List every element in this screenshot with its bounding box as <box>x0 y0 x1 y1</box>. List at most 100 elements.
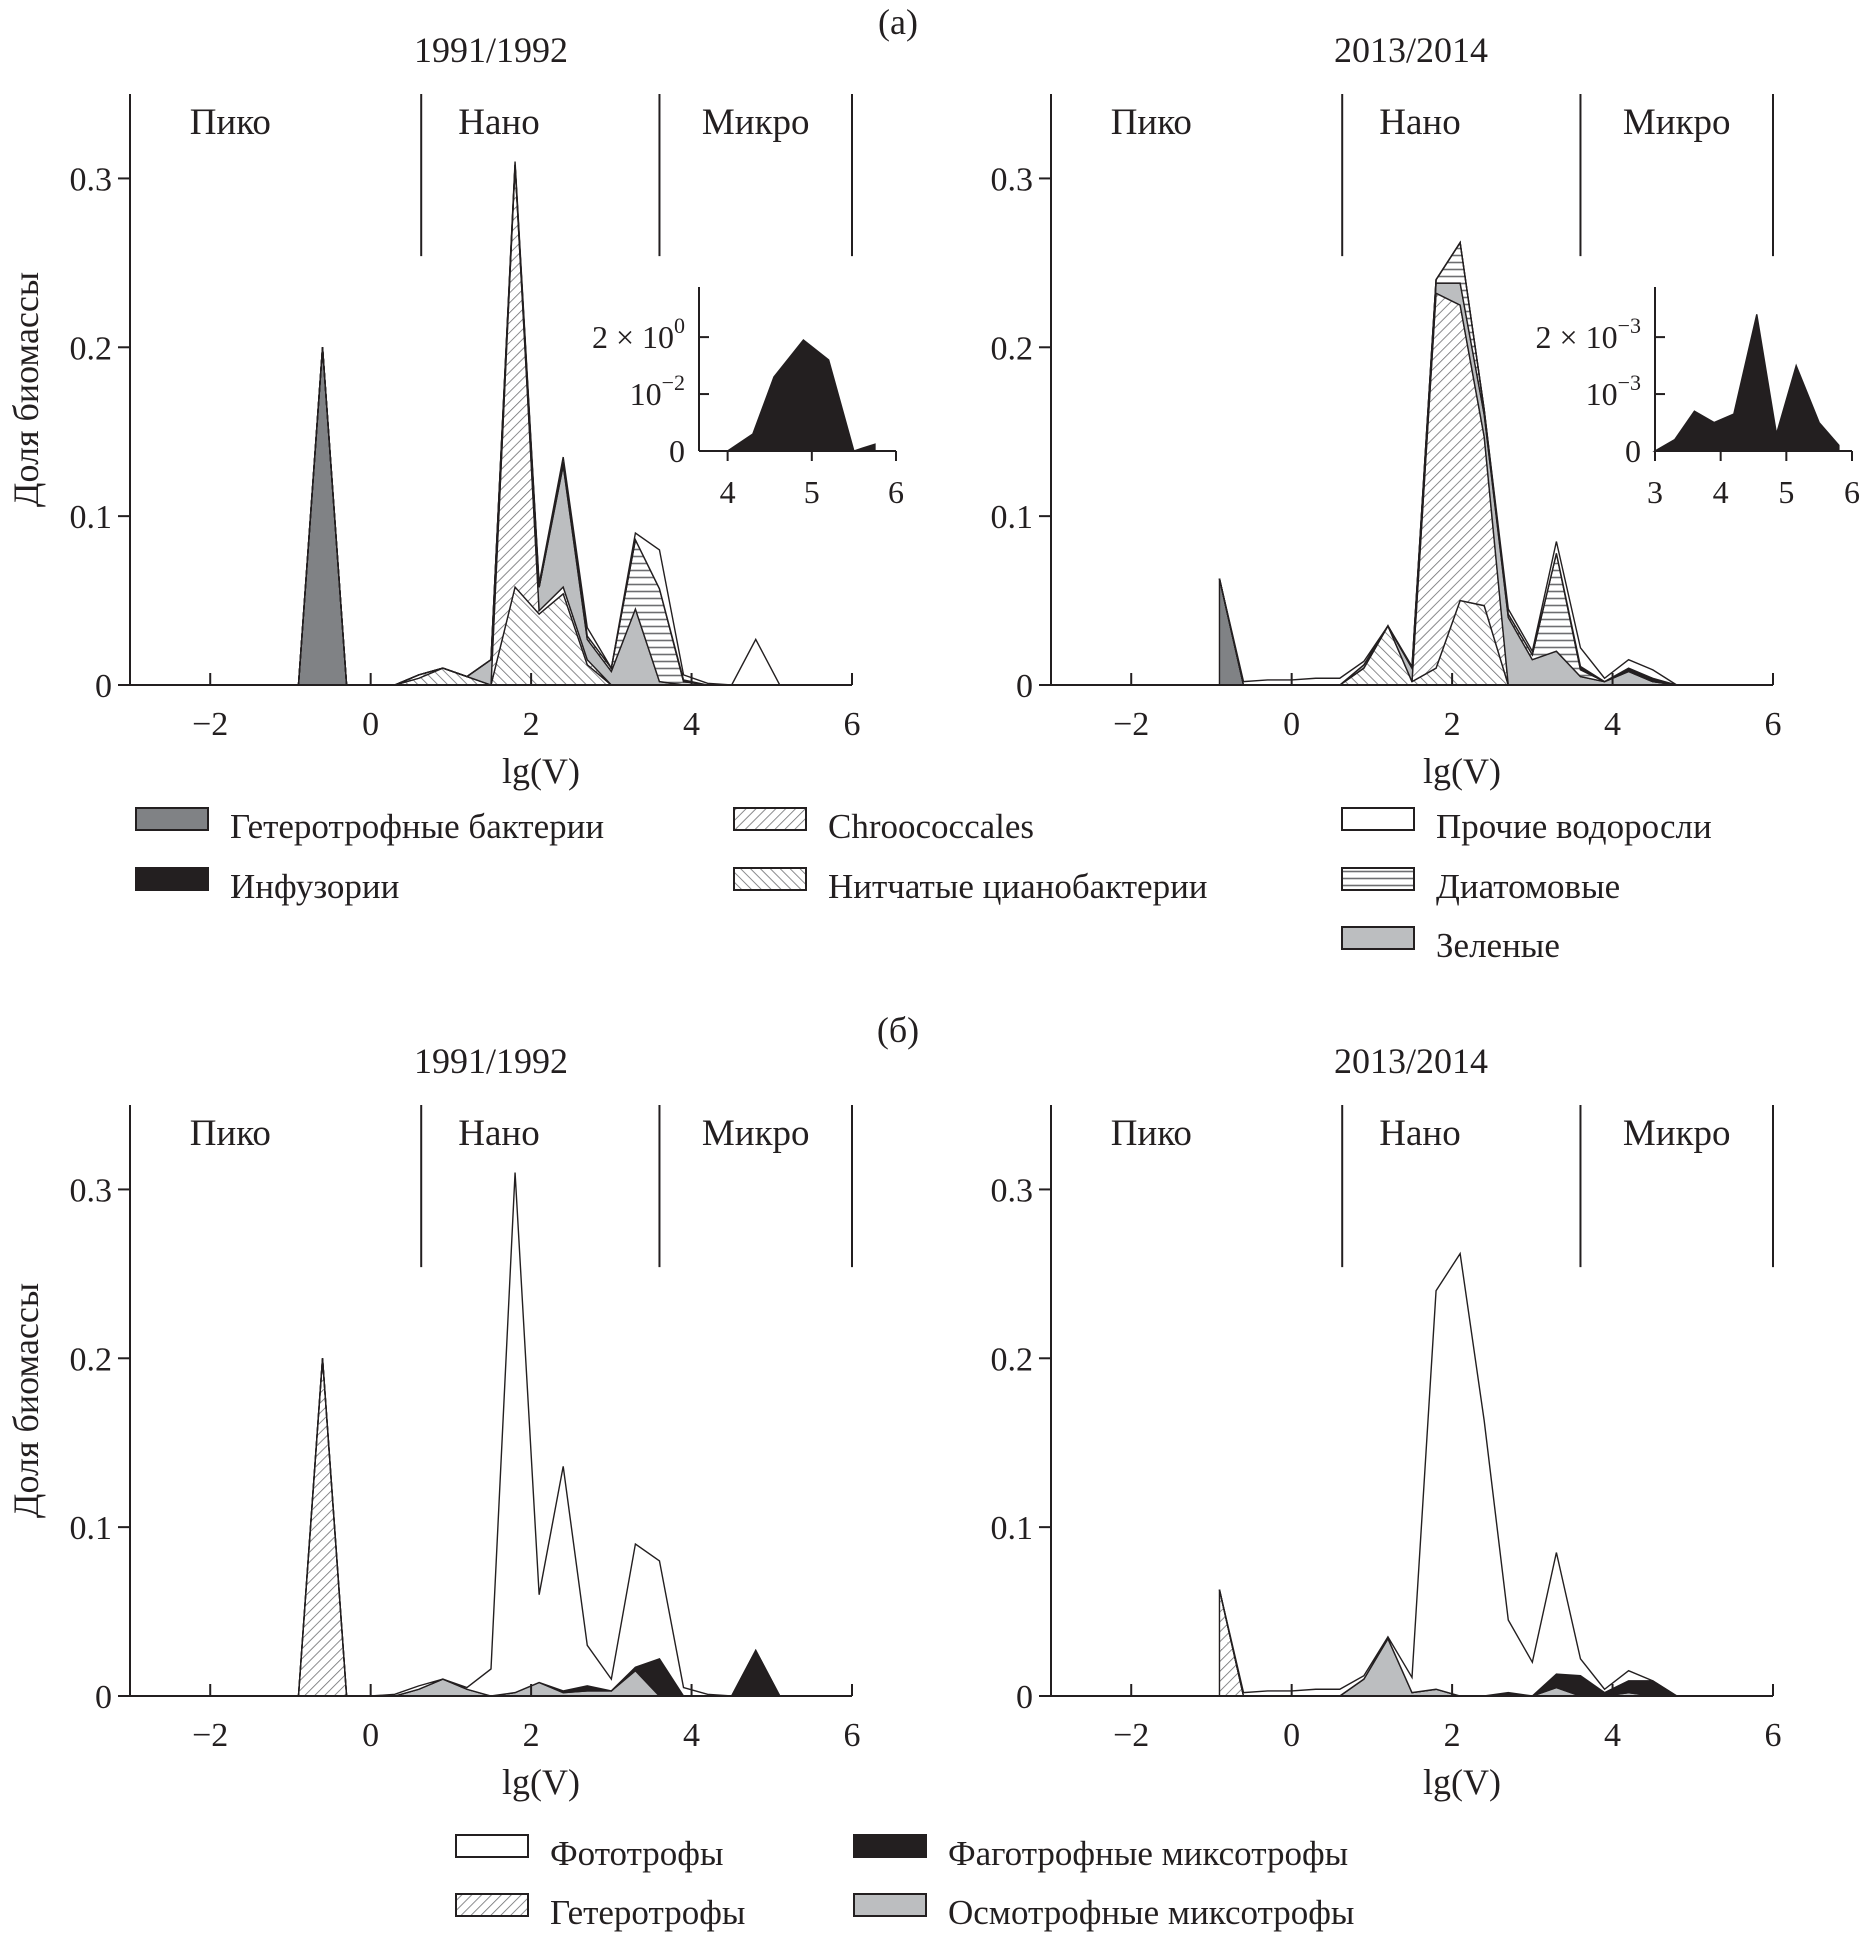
x-tick-label: 2 <box>523 706 540 743</box>
legend-label: Осмотрофные миксотрофы <box>948 1893 1354 1932</box>
legend-swatch <box>135 867 209 891</box>
inset-area-инфузории <box>1652 314 1840 452</box>
y-tick-label: 0 <box>95 668 112 705</box>
region-label: Пико <box>190 1113 271 1154</box>
x-tick-label: 4 <box>683 706 700 743</box>
legend-item-chroococcales: Chroococcales <box>733 807 1034 846</box>
x-axis-label: lg(V) <box>502 1762 580 1802</box>
y-tick-label: 0.3 <box>70 161 113 198</box>
legend-label: Фаготрофные миксотрофы <box>948 1834 1348 1873</box>
legend-b: Фототрофы Гетеротрофы Фаготрофные миксотро… <box>455 1834 1354 1932</box>
inset-x-tick-label: 4 <box>720 474 736 510</box>
area-фототрофы <box>297 1172 781 1697</box>
inset-x-tick-label: 6 <box>888 474 904 510</box>
legend-swatch <box>1341 926 1415 950</box>
legend-label: Гетеротрофные бактерии <box>230 807 604 846</box>
legend-label: Прочие водоросли <box>1436 807 1712 846</box>
x-tick-label: 6 <box>844 706 861 743</box>
inset-y-tick-label: 2 × 10−3 <box>1536 313 1641 355</box>
y-tick-label: 0 <box>95 1679 112 1716</box>
y-tick-label: 0.3 <box>991 1172 1034 1209</box>
x-tick-label: 6 <box>1765 706 1782 743</box>
legend-label: Фототрофы <box>550 1834 723 1873</box>
panel-b-label: (б) <box>877 1010 919 1050</box>
legend-item-гетеротрофные-бактерии: Гетеротрофные бактерии <box>135 807 604 846</box>
region-label: Микро <box>702 1113 810 1154</box>
region-label: Микро <box>1623 1113 1731 1154</box>
y-tick-label: 0.2 <box>991 1341 1034 1378</box>
y-tick-label: 0.3 <box>70 1172 113 1209</box>
y-tick-label: 0.1 <box>70 499 113 536</box>
legend-label: Нитчатые цианобактерии <box>828 867 1208 906</box>
region-label: Нано <box>1379 1113 1460 1154</box>
inset-y-tick-base: 10 <box>630 376 662 412</box>
legend-item-фототрофы: Фототрофы <box>455 1834 723 1873</box>
x-axis-label: lg(V) <box>1423 751 1501 791</box>
area-фототрофы <box>1218 1251 1701 1697</box>
inset-y-tick-label: 0 <box>1625 433 1641 469</box>
legend-label: Зеленые <box>1436 926 1560 965</box>
chart-panel: 2013/2014 −2 0 2 4 6 0 0.1 0.2 0.3 Пико Нано Микро lg… <box>991 30 1861 791</box>
y-tick-label: 0.1 <box>70 1510 113 1547</box>
y-tick-label: 0 <box>1016 668 1033 705</box>
y-tick-label: 0.3 <box>991 161 1034 198</box>
region-label: Микро <box>702 102 810 143</box>
inset-x-tick-label: 3 <box>1647 474 1663 510</box>
legend-item-прочие-водоросли: Прочие водоросли <box>1341 807 1712 846</box>
x-tick-label: 2 <box>1444 1717 1461 1754</box>
legend-swatch <box>455 1834 529 1858</box>
chart-title: 2013/2014 <box>1334 1041 1488 1081</box>
y-tick-label: 0 <box>1016 1679 1033 1716</box>
x-tick-label: −2 <box>192 706 228 743</box>
legend-swatch <box>853 1834 927 1858</box>
y-tick-label: 0.2 <box>70 330 113 367</box>
x-tick-label: 2 <box>1444 706 1461 743</box>
chart-title: 2013/2014 <box>1334 30 1488 70</box>
x-tick-label: 0 <box>362 1717 379 1754</box>
x-tick-label: 6 <box>844 1717 861 1754</box>
y-axis-label: Доля биомассы <box>6 272 46 507</box>
chart-panel: 1991/1992 −2 0 2 4 6 0 0.1 0.2 0.3 Пико Нано Микро lg… <box>6 1041 861 1802</box>
area-зеленые <box>297 164 780 686</box>
legend-item-зеленые: Зеленые <box>1341 926 1560 965</box>
legend-swatch <box>1341 867 1415 891</box>
x-tick-label: 4 <box>683 1717 700 1754</box>
legend-label: Гетеротрофы <box>550 1893 745 1932</box>
chart-panel: 2013/2014 −2 0 2 4 6 0 0.1 0.2 0.3 Пико Нано Микро lg… <box>991 1041 1782 1802</box>
panel-a-label: (a) <box>878 2 918 42</box>
inset-y-tick-base: 0 <box>1625 433 1641 469</box>
y-tick-label: 0.1 <box>991 499 1034 536</box>
y-tick-label: 0.2 <box>70 1341 113 1378</box>
x-tick-label: −2 <box>192 1717 228 1754</box>
x-tick-label: 6 <box>1765 1717 1782 1754</box>
region-label: Нано <box>458 1113 539 1154</box>
x-axis-label: lg(V) <box>1423 1762 1501 1802</box>
y-axis-label: Доля биомассы <box>6 1283 46 1518</box>
legend-label: Диатомовые <box>1436 867 1620 906</box>
region-label: Микро <box>1623 102 1731 143</box>
inset-x-tick-label: 4 <box>1713 474 1729 510</box>
x-tick-label: 0 <box>1283 1717 1300 1754</box>
legend-swatch <box>733 807 807 831</box>
legend-label: Инфузории <box>230 867 399 906</box>
region-label: Нано <box>458 102 539 143</box>
legend-item-гетеротрофы: Гетеротрофы <box>455 1893 745 1932</box>
legend-item-осмотрофные-миксотрофы: Осмотрофные миксотрофы <box>853 1893 1354 1932</box>
y-tick-label: 0.2 <box>991 330 1034 367</box>
x-tick-label: 2 <box>523 1717 540 1754</box>
chart-title: 1991/1992 <box>414 30 568 70</box>
legend-swatch <box>135 807 209 831</box>
inset-y-tick-exponent: −3 <box>1618 313 1641 338</box>
inset-y-tick-label: 10−3 <box>1586 370 1641 412</box>
x-tick-label: 4 <box>1604 1717 1621 1754</box>
x-tick-label: −2 <box>1113 1717 1149 1754</box>
inset-x-tick-label: 5 <box>804 474 820 510</box>
inset-x-tick-label: 6 <box>1844 474 1860 510</box>
x-tick-label: 4 <box>1604 706 1621 743</box>
inset-y-tick-label: 0 <box>669 433 685 469</box>
inset-y-tick-base: 2 × 10 <box>592 319 674 355</box>
legend-swatch <box>1341 807 1415 831</box>
region-label: Нано <box>1379 102 1460 143</box>
